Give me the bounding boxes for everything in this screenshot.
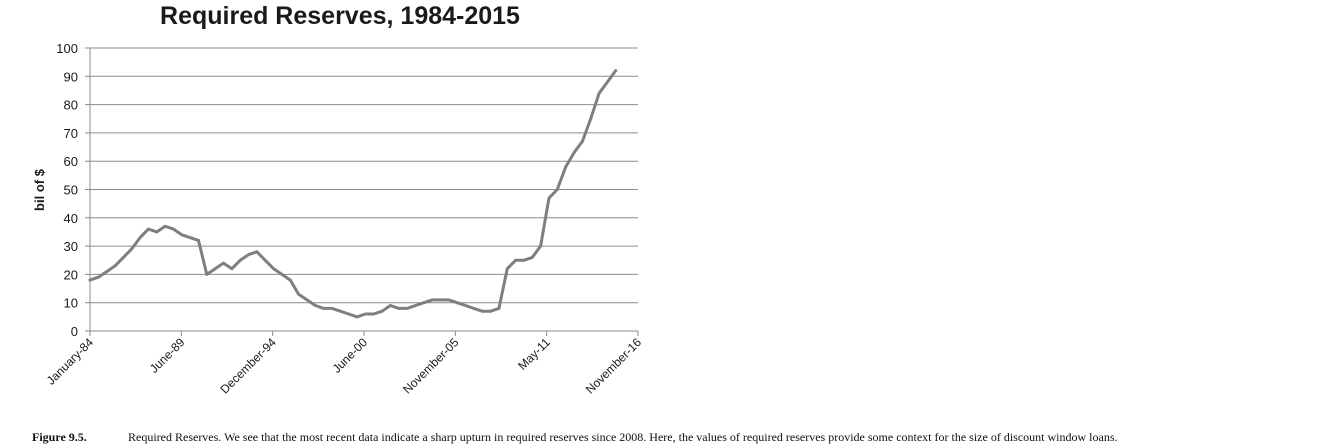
y-tick-labels: 0 10 20 30 40 50 60 70 80 90 100 bbox=[56, 41, 78, 339]
y-tick-label: 100 bbox=[56, 41, 78, 56]
x-tick-label: June-89 bbox=[147, 335, 188, 376]
y-tick-label: 0 bbox=[71, 324, 78, 339]
data-point bbox=[247, 253, 251, 256]
data-point bbox=[539, 244, 542, 248]
y-tick-label: 60 bbox=[64, 154, 78, 169]
data-point bbox=[555, 188, 559, 191]
data-point bbox=[581, 140, 584, 143]
y-tick-label: 80 bbox=[64, 98, 78, 113]
data-point bbox=[288, 278, 292, 282]
data-point bbox=[472, 307, 476, 310]
data-point bbox=[113, 264, 117, 268]
data-point bbox=[197, 239, 200, 242]
data-point bbox=[238, 258, 242, 262]
data-point bbox=[414, 304, 417, 307]
data-point bbox=[230, 267, 234, 271]
data-point bbox=[347, 312, 351, 316]
data-point bbox=[147, 227, 150, 231]
data-point bbox=[297, 292, 300, 296]
data-point bbox=[305, 298, 309, 302]
data-point bbox=[514, 258, 517, 262]
data-point bbox=[88, 278, 92, 282]
x-tick-label: May-11 bbox=[515, 335, 553, 373]
data-point bbox=[480, 309, 484, 313]
data-point bbox=[313, 304, 317, 307]
series bbox=[88, 69, 618, 319]
data-point bbox=[430, 298, 434, 302]
y-tick-label: 10 bbox=[64, 296, 78, 311]
data-point bbox=[447, 298, 451, 302]
y-tick-label: 50 bbox=[64, 183, 78, 198]
series-line bbox=[88, 69, 618, 319]
data-point bbox=[439, 298, 442, 302]
data-point bbox=[339, 309, 342, 313]
y-axis-title: bil of $ bbox=[32, 168, 47, 211]
data-point bbox=[322, 307, 326, 310]
data-point bbox=[138, 236, 142, 240]
y-tick-label: 30 bbox=[64, 239, 78, 254]
data-point bbox=[255, 250, 259, 254]
data-point bbox=[272, 267, 275, 271]
x-tick-label: December-94 bbox=[217, 335, 279, 397]
data-point bbox=[422, 301, 426, 305]
x-tick-label: January-84 bbox=[44, 335, 97, 388]
data-point bbox=[222, 261, 225, 265]
data-point bbox=[205, 273, 209, 276]
data-point bbox=[405, 307, 409, 310]
data-point bbox=[547, 196, 551, 200]
x-tick-labels: January-84 June-89 December-94 June-00 Novem… bbox=[44, 335, 645, 397]
axes bbox=[85, 47, 639, 336]
figure-label: Figure 9.5. bbox=[32, 430, 87, 444]
data-point bbox=[464, 304, 467, 307]
data-point bbox=[397, 307, 401, 310]
data-point bbox=[180, 233, 184, 237]
y-tick-label: 40 bbox=[64, 211, 78, 226]
data-point bbox=[589, 117, 593, 121]
data-point bbox=[564, 165, 568, 169]
data-point bbox=[597, 91, 601, 95]
x-tick-label: November-05 bbox=[400, 335, 462, 397]
y-tick-label: 70 bbox=[64, 126, 78, 141]
data-point bbox=[122, 256, 125, 259]
caption-text: Required Reserves. We see that the most … bbox=[128, 430, 1118, 444]
figure-caption: Figure 9.5. Required Reserves. We see tha… bbox=[32, 430, 1117, 445]
data-point bbox=[530, 256, 534, 259]
data-point bbox=[263, 258, 267, 262]
y-tick-label: 20 bbox=[64, 267, 78, 282]
data-point bbox=[572, 151, 576, 155]
data-point bbox=[155, 230, 159, 234]
data-point bbox=[380, 309, 384, 313]
x-tick-label: November-16 bbox=[583, 335, 645, 397]
data-point bbox=[364, 312, 367, 316]
data-point bbox=[455, 301, 459, 305]
data-point bbox=[355, 315, 359, 319]
data-point bbox=[497, 307, 501, 310]
data-point bbox=[489, 309, 492, 313]
data-point bbox=[213, 267, 217, 271]
y-tick-label: 90 bbox=[64, 69, 78, 84]
data-point bbox=[606, 80, 609, 84]
x-tick-label: June-00 bbox=[330, 335, 371, 376]
data-point bbox=[163, 224, 167, 228]
data-point bbox=[389, 304, 392, 307]
data-point bbox=[172, 227, 175, 231]
data-point bbox=[96, 275, 100, 279]
chart-title: Required Reserves, 1984-2015 bbox=[160, 2, 520, 30]
data-point bbox=[105, 270, 109, 273]
data-point bbox=[188, 236, 192, 240]
data-point bbox=[614, 69, 618, 72]
gridlines bbox=[90, 47, 638, 304]
data-point bbox=[372, 312, 376, 316]
data-point bbox=[330, 307, 334, 310]
data-point bbox=[522, 258, 526, 262]
data-point bbox=[505, 267, 509, 271]
data-point bbox=[130, 247, 134, 251]
data-point bbox=[280, 273, 284, 276]
